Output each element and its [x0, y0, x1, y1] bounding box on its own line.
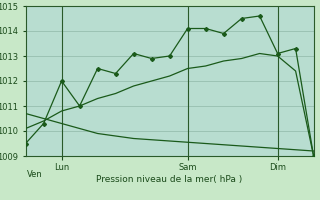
Text: Ven: Ven	[27, 170, 43, 179]
X-axis label: Pression niveau de la mer( hPa ): Pression niveau de la mer( hPa )	[96, 175, 243, 184]
